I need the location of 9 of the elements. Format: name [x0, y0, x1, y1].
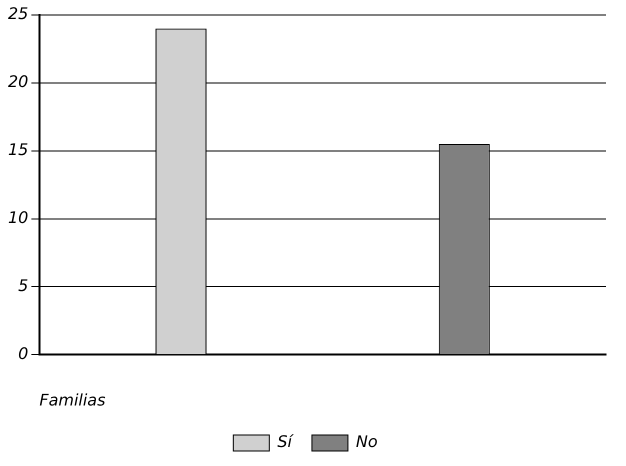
y-tick-label: 15: [8, 140, 28, 159]
y-tick-label: 10: [8, 208, 28, 227]
y-tick-label: 5: [18, 276, 28, 295]
y-tick-label: 0: [18, 344, 28, 363]
x-axis-title: Familias: [39, 390, 106, 410]
legend-label: Sí: [277, 432, 294, 452]
y-tick-label: 25: [8, 4, 28, 24]
y-tick-label: 20: [8, 72, 28, 92]
legend-label: No: [356, 432, 378, 452]
